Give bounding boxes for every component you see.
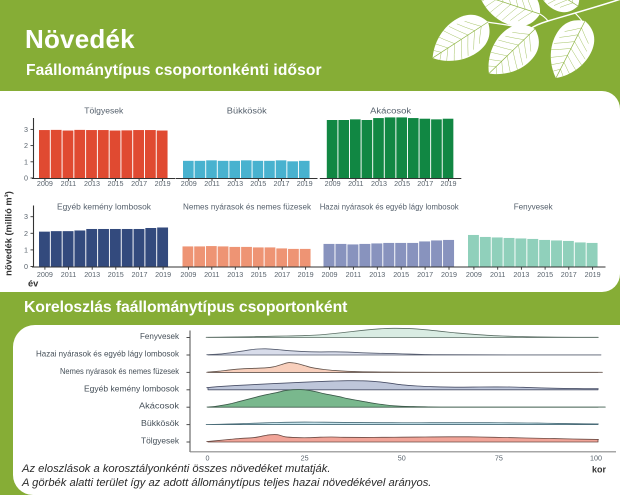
svg-text:50: 50 [398, 454, 406, 463]
svg-text:2017: 2017 [417, 270, 433, 279]
svg-text:2011: 2011 [204, 179, 219, 188]
svg-text:2017: 2017 [417, 179, 433, 188]
svg-text:Tölgyesek: Tölgyesek [84, 106, 124, 116]
svg-text:0: 0 [206, 454, 210, 463]
svg-text:2013: 2013 [227, 270, 243, 279]
svg-text:1: 1 [24, 245, 28, 254]
svg-text:2009: 2009 [180, 270, 196, 279]
svg-text:25: 25 [301, 454, 309, 463]
svg-text:2011: 2011 [204, 270, 219, 279]
svg-text:2009: 2009 [322, 270, 338, 279]
svg-text:2015: 2015 [537, 270, 553, 279]
svg-text:növedék (millió m³): növedék (millió m³) [4, 191, 14, 276]
svg-text:2009: 2009 [37, 179, 53, 188]
svg-text:Hazai nyárasok és egyéb lágy l: Hazai nyárasok és egyéb lágy lombosok [36, 350, 180, 359]
svg-text:Fenyvesek: Fenyvesek [140, 332, 180, 341]
svg-text:Tölgyesek: Tölgyesek [141, 437, 180, 446]
svg-text:2019: 2019 [155, 270, 171, 279]
svg-text:2009: 2009 [466, 270, 482, 279]
svg-text:2009: 2009 [325, 179, 341, 188]
svg-text:2013: 2013 [371, 179, 387, 188]
svg-text:2011: 2011 [348, 179, 363, 188]
svg-text:Nemes nyárasok és nemes füzese: Nemes nyárasok és nemes füzesek [183, 202, 312, 212]
svg-text:2017: 2017 [132, 270, 148, 279]
svg-text:2013: 2013 [84, 179, 100, 188]
svg-text:2015: 2015 [394, 179, 410, 188]
svg-text:Bükkösök: Bükkösök [227, 106, 268, 116]
svg-text:2: 2 [24, 141, 28, 150]
svg-text:2019: 2019 [441, 179, 457, 188]
svg-text:2013: 2013 [369, 270, 385, 279]
svg-text:0: 0 [24, 262, 28, 271]
svg-text:2017: 2017 [131, 179, 147, 188]
svg-text:2015: 2015 [251, 270, 267, 279]
svg-text:0: 0 [24, 174, 28, 183]
svg-text:kor: kor [592, 465, 607, 475]
svg-text:Bükkösök: Bükkösök [141, 419, 180, 428]
svg-text:2017: 2017 [274, 179, 290, 188]
svg-text:2019: 2019 [585, 270, 601, 279]
svg-text:2019: 2019 [297, 179, 313, 188]
svg-text:Hazai nyárasok és egyéb lágy l: Hazai nyárasok és egyéb lágy lombosok [320, 202, 460, 212]
svg-text:3: 3 [24, 212, 28, 221]
svg-text:2015: 2015 [250, 179, 266, 188]
svg-text:2015: 2015 [393, 270, 409, 279]
svg-text:75: 75 [495, 454, 503, 463]
svg-text:2019: 2019 [155, 179, 171, 188]
svg-text:Nemes nyárasok és nemes füzese: Nemes nyárasok és nemes füzesek [60, 367, 180, 376]
svg-text:2019: 2019 [298, 270, 314, 279]
svg-text:2011: 2011 [346, 270, 361, 279]
svg-text:2009: 2009 [37, 270, 53, 279]
svg-text:2017: 2017 [274, 270, 290, 279]
svg-text:Akácosok: Akácosok [139, 402, 180, 411]
svg-text:Egyéb kemény lombosok: Egyéb kemény lombosok [84, 384, 180, 393]
svg-text:2011: 2011 [490, 270, 505, 279]
svg-text:2015: 2015 [108, 270, 124, 279]
svg-text:Egyéb kemény lombosok: Egyéb kemény lombosok [57, 202, 152, 212]
svg-text:Akácosok: Akácosok [370, 106, 412, 116]
svg-text:1: 1 [24, 157, 28, 166]
svg-text:2013: 2013 [513, 270, 529, 279]
svg-text:2: 2 [24, 229, 28, 238]
svg-text:2011: 2011 [61, 179, 76, 188]
svg-text:2013: 2013 [227, 179, 243, 188]
svg-text:2009: 2009 [181, 179, 197, 188]
svg-text:Fenyvesek: Fenyvesek [514, 202, 554, 212]
svg-text:2017: 2017 [561, 270, 577, 279]
svg-text:2013: 2013 [84, 270, 100, 279]
svg-text:3: 3 [24, 125, 28, 134]
svg-text:100: 100 [590, 454, 602, 463]
svg-text:2015: 2015 [108, 179, 124, 188]
svg-text:2011: 2011 [61, 270, 76, 279]
svg-text:2019: 2019 [441, 270, 457, 279]
svg-text:év: év [28, 279, 39, 289]
